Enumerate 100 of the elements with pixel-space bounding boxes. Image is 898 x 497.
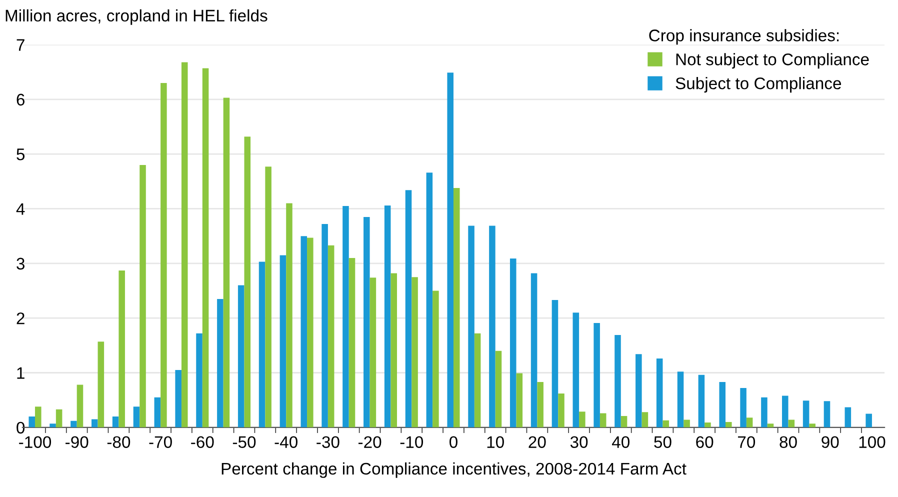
bar xyxy=(300,236,308,428)
bar xyxy=(92,419,98,428)
bar xyxy=(453,188,460,428)
bar xyxy=(348,258,356,428)
y-tick-label: 5 xyxy=(16,148,25,160)
bar xyxy=(636,354,642,428)
bar xyxy=(447,72,454,428)
bar xyxy=(160,83,167,428)
bar xyxy=(866,414,872,428)
x-tick-label: -40 xyxy=(274,436,298,448)
bar xyxy=(133,406,140,428)
bar xyxy=(719,382,726,428)
bar xyxy=(474,333,481,428)
bar xyxy=(600,413,606,428)
x-tick-label: -90 xyxy=(66,436,88,448)
bar xyxy=(118,270,125,428)
bar xyxy=(342,206,349,428)
bar xyxy=(579,412,586,428)
x-tick-label: 30 xyxy=(570,436,588,448)
bar xyxy=(244,136,251,428)
y-axis-title: Million acres, cropland in HEL fields xyxy=(6,9,268,25)
x-axis-title: Percent change in Compliance incentives, 2008-2014 Farm Act xyxy=(222,462,686,478)
x-tick-label: -20 xyxy=(358,436,382,448)
bar xyxy=(405,190,412,428)
bar xyxy=(35,406,42,428)
bar xyxy=(307,238,314,428)
x-tick-label: -100 xyxy=(19,436,52,448)
bar xyxy=(468,226,474,428)
x-tick-label: 100 xyxy=(859,436,886,448)
bar xyxy=(642,412,648,428)
bar xyxy=(426,172,433,428)
bar xyxy=(510,258,516,428)
bar xyxy=(328,245,334,428)
bar xyxy=(594,323,600,428)
x-tick-label: 10 xyxy=(487,436,504,448)
x-tick-label: 60 xyxy=(696,436,714,448)
bar xyxy=(432,290,439,428)
y-tick-label: 7 xyxy=(16,39,24,51)
legend-title: Crop insurance subsidies: xyxy=(649,29,839,45)
bar xyxy=(572,312,580,428)
bar xyxy=(223,98,230,428)
x-tick-label: 50 xyxy=(654,436,672,448)
x-tick-label: -80 xyxy=(107,436,130,448)
bar xyxy=(740,388,746,428)
bar xyxy=(552,300,558,428)
bar xyxy=(202,68,209,428)
x-tick-label: 20 xyxy=(528,436,546,448)
x-tick-label: -70 xyxy=(149,436,172,448)
bar xyxy=(50,424,56,428)
bar xyxy=(258,262,266,428)
bar xyxy=(280,255,286,428)
x-tick-label: 0 xyxy=(450,436,458,448)
bar xyxy=(196,333,202,428)
x-tick-label: -30 xyxy=(316,436,340,448)
bar xyxy=(809,424,816,428)
bar xyxy=(76,384,84,428)
bar xyxy=(677,372,684,428)
bar xyxy=(112,416,119,428)
bar xyxy=(782,396,788,428)
bar xyxy=(656,358,663,428)
y-tick-label: 0 xyxy=(16,422,25,434)
legend-label: Subject to Compliance xyxy=(676,77,842,93)
bar xyxy=(698,374,705,428)
bar xyxy=(238,285,244,428)
bar xyxy=(516,373,523,428)
bar xyxy=(614,335,621,428)
y-tick-label: 1 xyxy=(17,367,24,379)
x-tick-label: 90 xyxy=(822,436,839,448)
legend-label: Not subject to Compliance xyxy=(676,53,869,69)
bar xyxy=(726,422,732,428)
bar xyxy=(537,382,544,428)
bar xyxy=(384,205,391,428)
bar xyxy=(364,216,370,428)
bar xyxy=(370,278,376,428)
bar xyxy=(620,416,628,428)
bar xyxy=(662,420,670,428)
bar xyxy=(28,416,36,428)
x-tick-label: 40 xyxy=(612,436,630,448)
bar xyxy=(530,273,538,428)
x-tick-label: 80 xyxy=(780,436,797,448)
bar xyxy=(489,226,496,428)
bar xyxy=(761,397,768,428)
bar xyxy=(684,420,690,428)
bar xyxy=(98,342,104,428)
y-tick-label: 4 xyxy=(16,203,25,215)
bar xyxy=(390,273,397,428)
bar xyxy=(217,298,224,428)
bar xyxy=(70,420,77,428)
bar xyxy=(154,397,161,428)
x-tick-label: 70 xyxy=(738,436,756,448)
bar xyxy=(844,407,852,428)
y-tick-label: 6 xyxy=(16,94,24,106)
bar xyxy=(140,165,146,428)
bar xyxy=(56,409,62,428)
bar xyxy=(704,422,711,428)
bar xyxy=(495,350,502,428)
bar xyxy=(802,400,810,428)
bar xyxy=(265,166,272,428)
bar xyxy=(824,401,830,428)
bar xyxy=(322,224,328,428)
